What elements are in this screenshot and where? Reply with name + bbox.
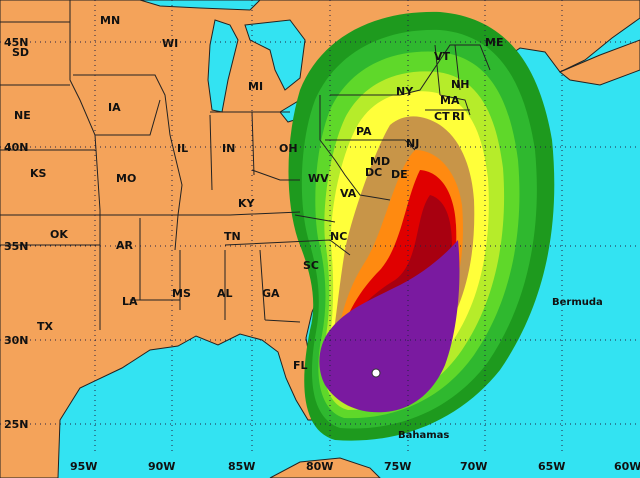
graticule	[0, 0, 640, 455]
state-label-ny: NY	[396, 85, 414, 98]
lon-label: 75W	[384, 460, 411, 473]
state-label-ia: IA	[108, 101, 121, 114]
state-label-me: ME	[485, 36, 503, 49]
state-label-wi: WI	[162, 37, 178, 50]
state-label-sd: SD	[12, 46, 29, 59]
state-label-ne: NE	[14, 109, 31, 122]
state-label-la: LA	[122, 295, 138, 308]
state-label-oh: OH	[279, 142, 298, 155]
state-label-wv: WV	[308, 172, 329, 185]
lon-label: 60W	[614, 460, 640, 473]
lat-label: 25N	[4, 418, 29, 431]
lon-label: 65W	[538, 460, 565, 473]
state-label-ks: KS	[30, 167, 47, 180]
state-label-dc: DC	[365, 166, 382, 179]
state-label-tn: TN	[224, 230, 241, 243]
state-label-ms: MS	[172, 287, 191, 300]
state-label-sc: SC	[303, 259, 319, 272]
lon-label: 70W	[460, 460, 487, 473]
lat-label: 40N	[4, 141, 29, 154]
lon-label: 80W	[306, 460, 333, 473]
lake-huron	[244, 19, 306, 91]
lat-label: 30N	[4, 334, 29, 347]
lake-superior	[139, 0, 261, 11]
state-label-fl: FL	[293, 359, 308, 372]
wind-probability-swath	[288, 11, 555, 441]
state-labels: MN SD WI MI IA NE IL IN OH KS MO KY WV VA PA NY VT NH MA CT…	[12, 14, 503, 372]
state-label-de: DE	[391, 168, 408, 181]
state-label-ky: KY	[238, 197, 256, 210]
state-label-ma: MA	[440, 94, 460, 107]
state-label-ok: OK	[50, 228, 68, 241]
swath-band-10	[319, 240, 460, 413]
state-label-pa: PA	[356, 125, 372, 138]
state-label-vt: VT	[434, 50, 451, 63]
latitude-labels: 45N 40N 35N 30N 25N	[4, 36, 29, 431]
state-label-ct: CT	[434, 110, 450, 123]
state-label-mn: MN	[100, 14, 120, 27]
state-borders	[0, 0, 491, 330]
state-label-ar: AR	[116, 239, 134, 252]
state-label-ga: GA	[262, 287, 280, 300]
state-label-va: VA	[340, 187, 357, 200]
lon-label: 85W	[228, 460, 255, 473]
state-label-mo: MO	[116, 172, 136, 185]
state-label-mi: MI	[248, 80, 263, 93]
nova-scotia	[559, 39, 640, 86]
state-label-md: MD	[370, 155, 390, 168]
lat-label: 45N	[4, 36, 29, 49]
cuba	[269, 457, 381, 478]
lon-label: 95W	[70, 460, 97, 473]
lon-label: 90W	[148, 460, 175, 473]
state-label-il: IL	[177, 142, 188, 155]
state-label-al: AL	[217, 287, 233, 300]
state-label-ri: RI	[452, 110, 465, 123]
state-label-tx: TX	[37, 320, 54, 333]
state-label-nj: NJ	[406, 137, 419, 150]
state-label-nh: NH	[451, 78, 469, 91]
place-label-bahamas: Bahamas	[398, 430, 449, 441]
longitude-labels: 95W 90W 85W 80W 75W 70W 65W 60W	[70, 460, 640, 473]
place-label-bermuda: Bermuda	[552, 297, 603, 308]
storm-center-marker	[371, 368, 381, 378]
state-label-nc: NC	[330, 230, 347, 243]
state-label-in: IN	[222, 142, 235, 155]
lat-label: 35N	[4, 240, 29, 253]
